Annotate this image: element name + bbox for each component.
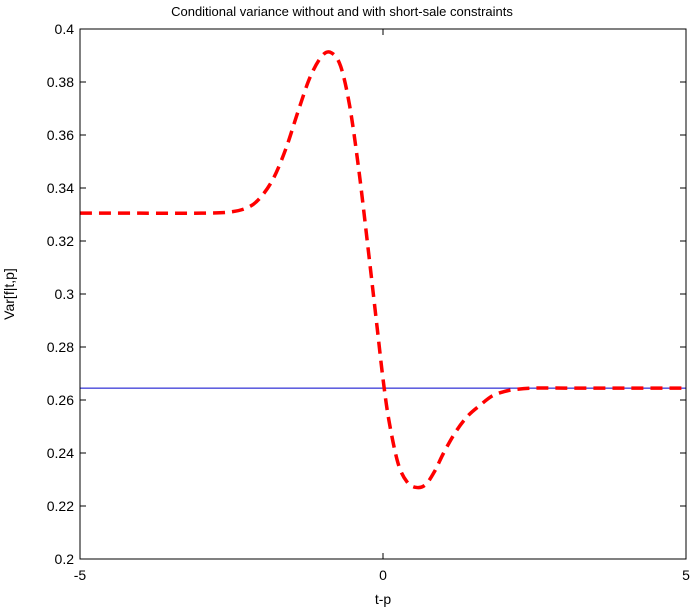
plot-area (80, 29, 686, 559)
y-tick-label: 0.26 (47, 392, 74, 408)
y-tick-label: 0.22 (47, 498, 74, 514)
y-tick-label: 0.34 (47, 180, 74, 196)
y-tick-label: 0.32 (47, 233, 74, 249)
chart-title: Conditional variance without and with sh… (171, 4, 513, 19)
y-tick-label: 0.4 (55, 21, 75, 37)
tick-labels: 0.2 0.22 0.24 0.26 0.28 0.3 0.32 0.34 0.36 0.38 0.… (47, 21, 690, 583)
y-tick-label: 0.28 (47, 339, 74, 355)
y-tick-label: 0.36 (47, 127, 74, 143)
y-tick-label: 0.2 (55, 551, 75, 567)
y-tick-label: 0.24 (47, 445, 74, 461)
y-axis-label: Var[f|t,p] (1, 268, 17, 320)
y-tick-label: 0.38 (47, 74, 74, 90)
x-axis-label: t-p (375, 591, 392, 607)
x-tick-label: -5 (74, 567, 87, 583)
y-tick-label: 0.3 (55, 286, 75, 302)
plot-frame (79, 28, 687, 560)
series-layer (79, 50, 686, 490)
x-tick-label: 5 (682, 567, 690, 583)
x-tick-label: 0 (379, 567, 387, 583)
